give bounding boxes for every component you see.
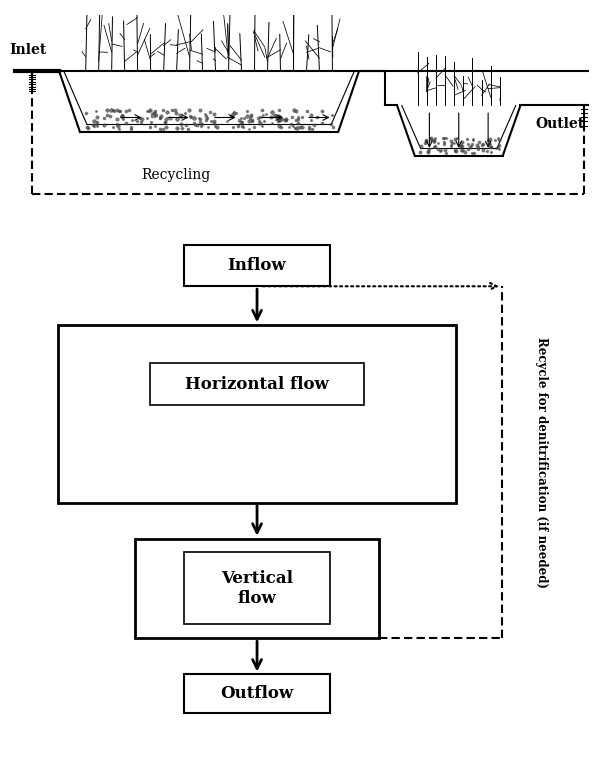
Text: Vertical
flow: Vertical flow [221, 570, 293, 607]
FancyBboxPatch shape [184, 675, 330, 713]
Text: Recycling: Recycling [141, 168, 211, 182]
FancyBboxPatch shape [184, 552, 330, 624]
Text: Inlet: Inlet [9, 43, 47, 58]
FancyBboxPatch shape [184, 245, 330, 286]
Text: Recycle for denitrification (if needed): Recycle for denitrification (if needed) [535, 336, 548, 588]
FancyBboxPatch shape [150, 363, 364, 405]
Text: Outlet: Outlet [535, 116, 584, 130]
FancyBboxPatch shape [58, 325, 456, 503]
Text: Horizontal flow: Horizontal flow [185, 376, 329, 393]
Text: Outflow: Outflow [220, 685, 294, 702]
FancyBboxPatch shape [135, 538, 379, 638]
Text: Inflow: Inflow [228, 257, 286, 274]
